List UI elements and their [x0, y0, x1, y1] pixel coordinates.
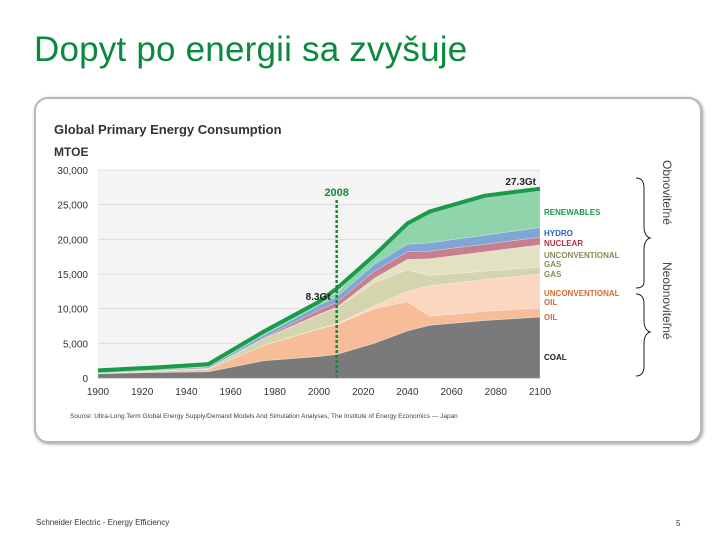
y-tick-label: 30,000	[57, 166, 88, 177]
x-tick-label: 1960	[219, 387, 242, 398]
x-tick-label: 1980	[264, 387, 287, 398]
total-line	[97, 186, 541, 373]
footer-text: Schneider Electric - Energy Efficiency	[36, 518, 170, 527]
legend-oil: OIL	[544, 313, 557, 322]
x-tick-label: 2080	[485, 387, 508, 398]
legend-coal: COAL	[544, 353, 567, 362]
y-tick-label: 20,000	[57, 235, 88, 246]
y-tick-label: 10,000	[57, 305, 88, 316]
legend-unconventional_gas: UNCONVENTIONAL	[544, 251, 620, 260]
x-tick-label: 2040	[396, 387, 419, 398]
legend-unconventional_gas: GAS	[544, 260, 562, 269]
nonrenewable-bracket-label: Neobnoviteľné	[660, 262, 674, 340]
y-tick-label: 0	[82, 374, 88, 385]
x-tick-label: 1920	[131, 387, 154, 398]
renewable-bracket-label: Obnoviteľné	[660, 160, 674, 225]
legend-unconventional_oil: UNCONVENTIONAL	[544, 289, 620, 298]
y-tick-label: 15,000	[57, 270, 88, 281]
x-tick-label: 2100	[529, 387, 552, 398]
legend-nuclear: NUCLEAR	[544, 239, 583, 248]
slide-title: Dopyt po energii sa zvyšuje	[34, 30, 468, 69]
x-tick-label: 2060	[440, 387, 463, 398]
legend-renewables: RENEWABLES	[544, 208, 601, 217]
x-tick-label: 1900	[87, 387, 110, 398]
x-tick-label: 2000	[308, 387, 331, 398]
page-number: 5	[676, 519, 681, 528]
legend-unconventional_oil: OIL	[544, 298, 557, 307]
legend-gas: GAS	[544, 270, 562, 279]
y-axis-label: MTOE	[54, 145, 88, 159]
annotation-27-3gt: 27.3Gt	[505, 177, 536, 188]
chart-title: Global Primary Energy Consumption	[54, 122, 282, 137]
y-tick-label: 25,000	[57, 201, 88, 212]
marker-2008-label: 2008	[324, 187, 348, 199]
x-tick-label: 2020	[352, 387, 375, 398]
source-note: Source: Ultra-Long Term Global Energy Su…	[70, 413, 458, 420]
x-tick-label: 1940	[175, 387, 198, 398]
renewables-bracket	[635, 177, 652, 377]
y-tick-label: 5,000	[63, 339, 88, 350]
annotation-8-3gt: 8.3Gt	[306, 292, 332, 303]
legend-hydro: HYDRO	[544, 229, 573, 238]
